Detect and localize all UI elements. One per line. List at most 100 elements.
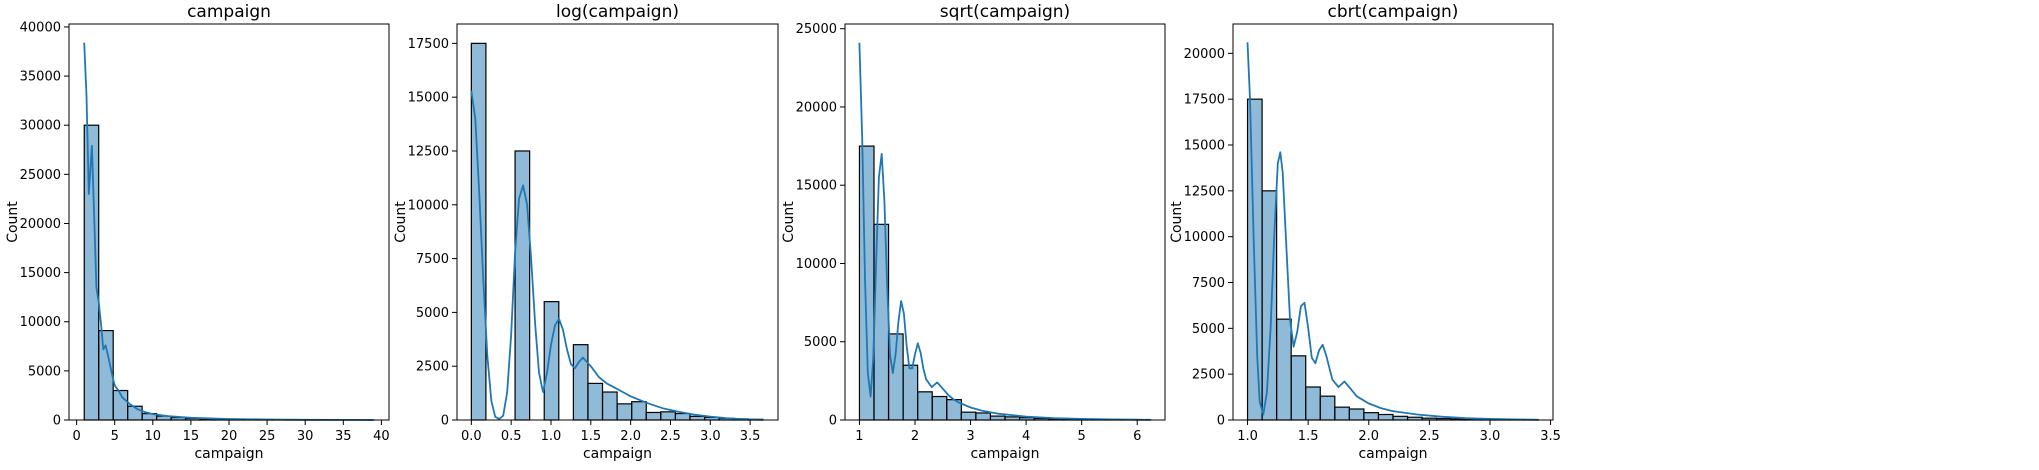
x-tick-label: 10 bbox=[145, 429, 162, 444]
y-tick-label: 15000 bbox=[1184, 139, 1225, 154]
x-axis-label: campaign bbox=[583, 446, 652, 462]
panel-sqrt-campaign: 1 2 3 4 5 6 0 5000 10000 15000 20000 25000 sqrt(camp… bbox=[781, 2, 1166, 462]
x-tick-label: 2.5 bbox=[660, 429, 681, 444]
histogram-bar bbox=[674, 412, 691, 421]
x-tick-label: 1 bbox=[855, 429, 863, 444]
x-tick-label: 25 bbox=[259, 429, 276, 444]
y-tick-label: 12500 bbox=[408, 144, 449, 159]
x-tick-label: 15 bbox=[183, 429, 200, 444]
x-axis-label: campaign bbox=[970, 446, 1039, 462]
histogram-bar bbox=[975, 412, 992, 421]
histogram-bar bbox=[902, 364, 919, 421]
histogram-bar bbox=[631, 401, 647, 421]
chart-title: cbrt(campaign) bbox=[1328, 2, 1459, 22]
y-tick-label: 7500 bbox=[416, 252, 449, 267]
x-tick-label: 3.0 bbox=[1480, 429, 1501, 444]
x-tick-label: 30 bbox=[297, 429, 314, 444]
y-tick-label: 15000 bbox=[796, 179, 837, 194]
histogram-bar bbox=[689, 415, 706, 421]
y-tick-label: 0 bbox=[829, 414, 837, 429]
y-tick-label: 2500 bbox=[416, 360, 449, 375]
x-tick-label: 0.5 bbox=[501, 429, 522, 444]
x-tick-label: 0.0 bbox=[461, 429, 482, 444]
histogram-bar bbox=[601, 391, 618, 421]
chart-title: sqrt(campaign) bbox=[940, 2, 1070, 22]
x-tick-label: 40 bbox=[373, 429, 390, 444]
y-tick-label: 20000 bbox=[20, 217, 61, 232]
histogram-bar bbox=[645, 411, 662, 421]
y-tick-label: 2500 bbox=[1192, 368, 1225, 383]
y-tick-label: 17500 bbox=[1184, 93, 1225, 108]
y-tick-label: 30000 bbox=[20, 119, 61, 134]
x-tick-label: 4 bbox=[1022, 429, 1030, 444]
x-tick-label: 1.0 bbox=[541, 429, 562, 444]
y-tick-label: 10000 bbox=[1184, 230, 1225, 245]
y-tick-label: 20000 bbox=[796, 100, 837, 115]
x-tick-label: 3 bbox=[966, 429, 974, 444]
y-tick-label: 0 bbox=[441, 414, 449, 429]
x-tick-label: 0 bbox=[72, 429, 80, 444]
y-tick-label: 15000 bbox=[20, 266, 61, 281]
axes-frame bbox=[456, 23, 779, 421]
y-tick-label: 15000 bbox=[408, 91, 449, 106]
axes-frame bbox=[1232, 23, 1554, 421]
y-tick-label: 12500 bbox=[1184, 184, 1225, 199]
x-tick-label: 6 bbox=[1133, 429, 1141, 444]
panel-campaign: 0 5 10 15 20 25 30 35 40 0 5000 10000 15000 20000 2500… bbox=[5, 2, 390, 462]
histogram-bar bbox=[98, 329, 114, 421]
x-tick-label: 5 bbox=[111, 429, 119, 444]
panel-cbrt-campaign: 1.0 1.5 2.0 2.5 3.0 3.5 0 2500 5000 7500 10000 1250… bbox=[1169, 2, 1561, 462]
histogram-bar bbox=[1377, 413, 1394, 421]
y-tick-label: 10000 bbox=[408, 198, 449, 213]
panel-log-campaign: 0.0 0.5 1.0 1.5 2.0 2.5 3.0 3.5 0 2500 5000 7500 100… bbox=[393, 2, 779, 462]
x-axis-label: campaign bbox=[194, 446, 263, 462]
kde-line bbox=[858, 42, 1151, 421]
x-tick-label: 1.0 bbox=[1237, 429, 1258, 444]
y-tick-label: 10000 bbox=[796, 257, 837, 272]
y-tick-label: 7500 bbox=[1192, 276, 1225, 291]
x-tick-label: 3.5 bbox=[740, 429, 761, 444]
y-axis-label: Count bbox=[393, 201, 409, 243]
y-axis-label: Count bbox=[1169, 201, 1185, 243]
kde-line bbox=[83, 42, 374, 421]
y-tick-label: 20000 bbox=[1184, 47, 1225, 62]
y-tick-label: 25000 bbox=[20, 168, 61, 183]
histogram-bar bbox=[543, 301, 560, 421]
x-tick-label: 3.0 bbox=[700, 429, 721, 444]
x-tick-label: 2 bbox=[911, 429, 919, 444]
x-tick-label: 3.5 bbox=[1540, 429, 1561, 444]
chart-title: log(campaign) bbox=[556, 2, 679, 22]
axes-frame bbox=[844, 23, 1166, 421]
x-tick-label: 2.5 bbox=[1419, 429, 1440, 444]
histogram-bar bbox=[572, 344, 589, 421]
axes-frame bbox=[68, 23, 390, 421]
histogram-bar bbox=[514, 150, 531, 421]
histogram-bar bbox=[1334, 406, 1350, 421]
x-axis-label: campaign bbox=[1358, 446, 1427, 462]
y-tick-label: 40000 bbox=[20, 20, 61, 35]
histogram-bar bbox=[1319, 395, 1336, 421]
y-tick-label: 0 bbox=[53, 414, 61, 429]
y-tick-label: 5000 bbox=[804, 335, 837, 350]
histogram-bar bbox=[1276, 318, 1292, 421]
x-tick-label: 1.5 bbox=[1298, 429, 1319, 444]
y-tick-label: 35000 bbox=[20, 70, 61, 85]
x-tick-label: 20 bbox=[221, 429, 238, 444]
histogram-bar bbox=[931, 395, 948, 421]
chart-title: campaign bbox=[187, 2, 271, 22]
x-tick-label: 2.0 bbox=[620, 429, 641, 444]
y-axis-label: Count bbox=[781, 201, 797, 243]
histogram-bar bbox=[616, 403, 633, 421]
kde-line bbox=[470, 90, 763, 421]
x-tick-label: 5 bbox=[1078, 429, 1086, 444]
histogram-bar bbox=[1392, 415, 1409, 421]
histogram-bar bbox=[1348, 408, 1365, 421]
x-tick-label: 35 bbox=[335, 429, 352, 444]
y-tick-label: 25000 bbox=[796, 22, 837, 37]
y-tick-label: 5000 bbox=[1192, 322, 1225, 337]
histogram-bar bbox=[1290, 355, 1307, 421]
y-tick-label: 0 bbox=[1217, 414, 1225, 429]
y-axis-label: Count bbox=[5, 201, 21, 243]
histogram-bar bbox=[989, 415, 1006, 421]
